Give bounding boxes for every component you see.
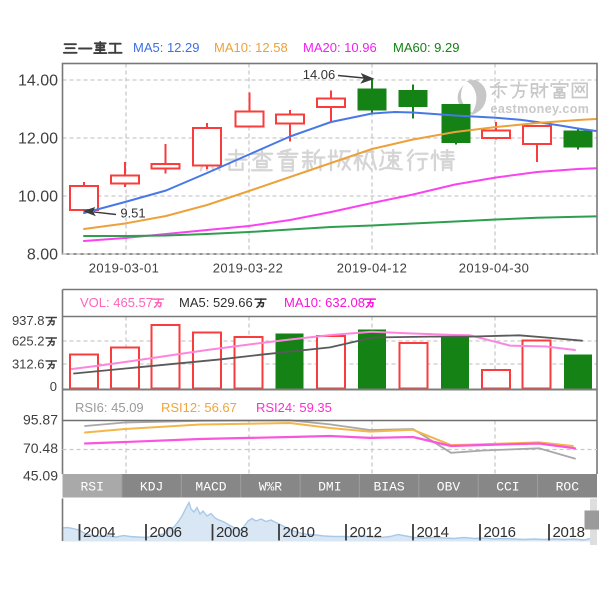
svg-text:OBV: OBV: [437, 480, 461, 495]
svg-text:70.48: 70.48: [23, 440, 58, 456]
svg-text:2018: 2018: [553, 524, 585, 541]
svg-text:MA60: 9.29: MA60: 9.29: [393, 40, 460, 55]
svg-text:9.51: 9.51: [120, 206, 145, 221]
svg-text:937.8: 937.8: [12, 313, 45, 328]
svg-text:2019-03-22: 2019-03-22: [213, 261, 284, 276]
svg-text:CCI: CCI: [496, 480, 519, 495]
svg-text:MACD: MACD: [195, 480, 226, 495]
svg-text:0: 0: [50, 379, 57, 394]
svg-text:2019-04-12: 2019-04-12: [337, 261, 408, 276]
svg-text:2014: 2014: [417, 524, 449, 541]
svg-text:2006: 2006: [150, 524, 182, 541]
svg-text:MA5: 529.66: MA5: 529.66: [179, 295, 253, 310]
svg-text:KDJ: KDJ: [140, 480, 163, 495]
svg-text:MA20: 10.96: MA20: 10.96: [303, 40, 377, 55]
svg-text:MA5: 12.29: MA5: 12.29: [133, 40, 200, 55]
svg-text:312.6: 312.6: [12, 357, 45, 372]
svg-text:BIAS: BIAS: [373, 480, 404, 495]
svg-text:2004: 2004: [83, 524, 115, 541]
svg-text:2019-04-30: 2019-04-30: [459, 261, 530, 276]
svg-text:45.09: 45.09: [23, 468, 58, 484]
svg-text:12.00: 12.00: [18, 131, 58, 148]
svg-text:RSI24: 59.35: RSI24: 59.35: [256, 400, 332, 415]
svg-text:14.06: 14.06: [303, 67, 336, 82]
svg-text:8.00: 8.00: [27, 247, 58, 264]
svg-text:ROC: ROC: [556, 480, 580, 495]
svg-text:MA10: 12.58: MA10: 12.58: [214, 40, 288, 55]
svg-text:2019-03-01: 2019-03-01: [89, 261, 160, 276]
svg-text:2010: 2010: [283, 524, 315, 541]
svg-text:RSI12: 56.67: RSI12: 56.67: [161, 400, 237, 415]
svg-text:14.00: 14.00: [18, 73, 58, 90]
svg-text:RSI: RSI: [80, 480, 103, 495]
svg-text:2016: 2016: [484, 524, 516, 541]
svg-text:VOL: 465.57: VOL: 465.57: [80, 295, 153, 310]
svg-text:2012: 2012: [350, 524, 382, 541]
svg-text:625.2: 625.2: [12, 334, 45, 349]
svg-text:DMI: DMI: [318, 480, 341, 495]
svg-text:RSI6: 45.09: RSI6: 45.09: [75, 400, 144, 415]
svg-text:10.00: 10.00: [18, 189, 58, 206]
svg-text:MA10: 632.08: MA10: 632.08: [284, 295, 365, 310]
svg-text:eastmoney.com: eastmoney.com: [491, 102, 590, 116]
svg-text:2008: 2008: [216, 524, 248, 541]
svg-text:W%R: W%R: [259, 480, 283, 495]
svg-text:95.87: 95.87: [23, 412, 58, 428]
